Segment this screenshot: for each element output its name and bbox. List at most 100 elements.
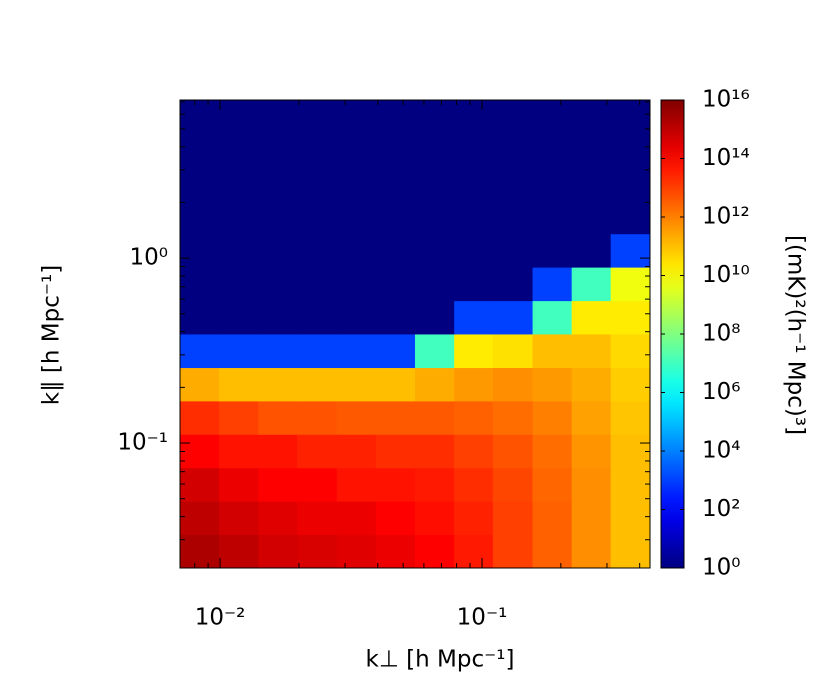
heatmap-cell [415,333,455,369]
heatmap-cell [219,400,259,435]
heatmap-cell [180,333,220,369]
heatmap-cell [258,300,298,335]
heatmap-cell [492,300,534,335]
heatmap-cell [571,267,612,302]
heatmap-cell [336,400,377,435]
colorbar-tick-label: 10¹⁴ [702,145,750,171]
heatmap-cell [180,400,220,435]
heatmap-cell [297,434,338,469]
heatmap-cell [258,267,298,302]
heatmap-cell [336,367,377,402]
heatmap-cell [375,400,416,435]
heatmap-cell [375,300,416,335]
heatmap-cell [375,267,416,302]
heatmap-cell [454,467,494,502]
heatmap-cell [375,100,416,134]
heatmap-cell [336,434,377,469]
y-axis-label: k∥ [h Mpc⁻¹] [39,265,65,405]
heatmap-cell [454,400,494,435]
heatmap-cell [571,166,612,201]
heatmap-cell [532,100,573,134]
heatmap-cell [610,200,651,235]
heatmap-cell [571,467,612,502]
heatmap-cell [454,133,494,168]
heatmap-cell [415,166,455,201]
heatmap-cell [297,300,338,335]
heatmap-cell [610,233,651,268]
heatmap-cell [532,467,573,502]
heatmap-cell [258,100,298,134]
heatmap-cell [180,367,220,402]
heatmap-cell [180,200,220,235]
heatmap-cell [336,233,377,268]
heatmap-cell [415,400,455,435]
heatmap-cell [571,233,612,268]
heatmap-cell [415,100,455,134]
heatmap-cell [258,333,298,369]
heatmap-cell [454,100,494,134]
heatmap-cell [336,267,377,302]
heatmap-cell [532,534,573,569]
heatmap-cell [532,400,573,435]
heatmap-cell [180,467,220,502]
heatmap-cell [492,534,534,569]
heatmap-cell [297,100,338,134]
x-axis-label: k⊥ [h Mpc⁻¹] [366,647,515,673]
heatmap-cell [610,434,651,469]
heatmap-cell [219,501,259,536]
heatmap-cell [258,400,298,435]
heatmap-cell [610,267,651,302]
heatmap-cell [492,200,534,235]
heatmap-cell [219,300,259,335]
heatmap-cell [258,434,298,469]
heatmap-cell [610,501,651,536]
heatmap-cell [454,434,494,469]
heatmap-cell [454,333,494,369]
heatmap-cell [454,501,494,536]
heatmap-cell [610,400,651,435]
heatmap-cell [492,367,534,402]
x-tick-label: 10⁻² [195,605,246,631]
x-tick-label: 10⁻¹ [457,605,508,631]
heatmap-cell [297,200,338,235]
heatmap-cell [492,233,534,268]
heatmap-cell [297,501,338,536]
heatmap-cell [219,333,259,369]
heatmap-cell [415,467,455,502]
y-tick-label: 10⁻¹ [117,430,168,456]
heatmap-cell [219,200,259,235]
heatmap-cell [297,333,338,369]
heatmap-cell [297,367,338,402]
heatmap-cell [610,166,651,201]
heatmap-cell [297,267,338,302]
heatmap-cell [571,400,612,435]
heatmap-cell [610,333,651,369]
heatmap-cell [492,501,534,536]
heatmap-cell [492,166,534,201]
heatmap-cell [180,267,220,302]
heatmap-cell [336,166,377,201]
heatmap-cell [219,534,259,569]
heatmap-cell [532,200,573,235]
heatmap-cell [492,100,534,134]
plot-frame [179,99,651,569]
heatmap-cell [610,300,651,335]
heatmap-cell [492,467,534,502]
heatmap-cell [571,367,612,402]
heatmap-cell [454,200,494,235]
heatmap-cell [454,367,494,402]
heatmap-cell [180,233,220,268]
heatmap-cell [297,467,338,502]
heatmap-cell [415,133,455,168]
heatmap-cell [610,467,651,502]
heatmap-cell [610,133,651,168]
heatmap-cell [180,434,220,469]
heatmap-cell [258,367,298,402]
heatmap-cell [336,200,377,235]
heatmap-cell [219,267,259,302]
heatmap-cell [454,233,494,268]
heatmap-cell [258,233,298,268]
heatmap-cell [492,333,534,369]
heatmap-cell [532,501,573,536]
heatmap-cell [415,534,455,569]
